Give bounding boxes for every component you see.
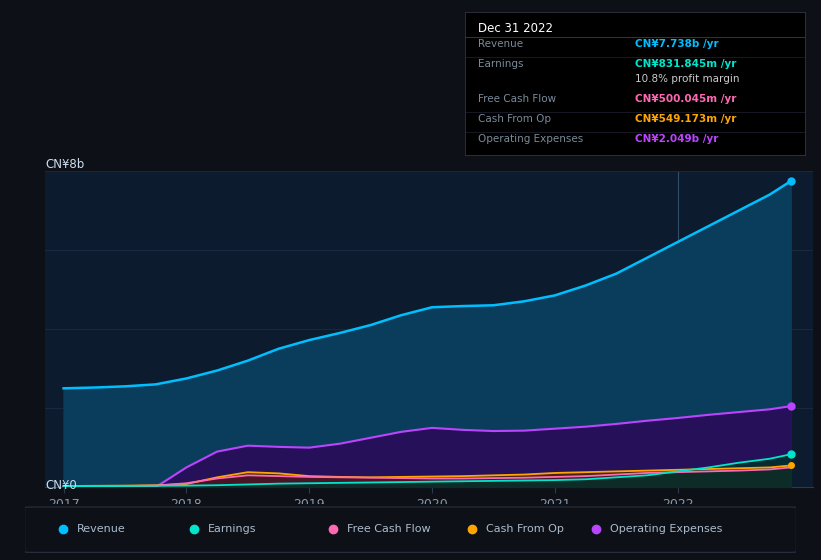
Text: 10.8% profit margin: 10.8% profit margin xyxy=(635,74,739,85)
Text: CN¥0: CN¥0 xyxy=(45,479,77,492)
Text: CN¥549.173m /yr: CN¥549.173m /yr xyxy=(635,114,736,124)
Text: CN¥2.049b /yr: CN¥2.049b /yr xyxy=(635,134,718,144)
Text: Operating Expenses: Operating Expenses xyxy=(479,134,584,144)
Text: CN¥831.845m /yr: CN¥831.845m /yr xyxy=(635,59,736,69)
Text: CN¥500.045m /yr: CN¥500.045m /yr xyxy=(635,95,736,104)
Text: Free Cash Flow: Free Cash Flow xyxy=(479,95,557,104)
Text: Earnings: Earnings xyxy=(479,59,524,69)
Text: Revenue: Revenue xyxy=(77,524,126,534)
Text: Cash From Op: Cash From Op xyxy=(486,524,564,534)
Text: CN¥8b: CN¥8b xyxy=(45,158,85,171)
Text: Operating Expenses: Operating Expenses xyxy=(610,524,722,534)
Text: Cash From Op: Cash From Op xyxy=(479,114,551,124)
Text: Revenue: Revenue xyxy=(479,39,524,49)
Text: CN¥7.738b /yr: CN¥7.738b /yr xyxy=(635,39,718,49)
Text: Dec 31 2022: Dec 31 2022 xyxy=(479,22,553,35)
Text: Earnings: Earnings xyxy=(209,524,257,534)
Text: Free Cash Flow: Free Cash Flow xyxy=(347,524,431,534)
